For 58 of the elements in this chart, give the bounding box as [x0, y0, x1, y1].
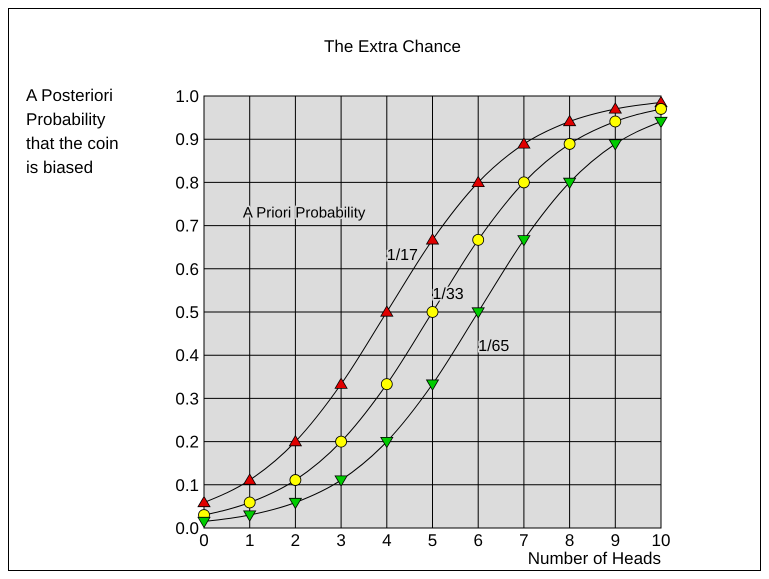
point	[289, 498, 302, 509]
point	[472, 234, 484, 246]
y-tick-label: 0.0	[175, 519, 199, 538]
point	[563, 115, 576, 126]
y-tick-label: 1.0	[175, 87, 199, 106]
x-axis-title: Number of Heads	[528, 549, 661, 568]
x-tick-label: 2	[290, 531, 300, 550]
point	[244, 496, 256, 508]
x-tick-label: 3	[336, 531, 346, 550]
point	[334, 378, 348, 389]
y-axis-title: A Posteriori Probability that the coin is biased	[26, 86, 119, 177]
point	[472, 307, 485, 318]
y-tick-label: 0.1	[175, 476, 199, 495]
point	[334, 475, 348, 486]
point	[198, 516, 210, 528]
point	[608, 139, 622, 150]
point	[426, 306, 438, 318]
point	[335, 436, 347, 448]
point	[426, 233, 439, 244]
x-tick-label: 7	[519, 531, 529, 550]
point	[243, 510, 256, 522]
point	[289, 435, 302, 446]
point	[563, 178, 576, 189]
point	[426, 380, 439, 391]
x-tick-label: 0	[199, 531, 209, 550]
point	[472, 176, 485, 187]
y-tick-label: 0.2	[175, 432, 199, 452]
x-tick-label: 9	[610, 531, 620, 550]
y-tick-label: 0.8	[175, 173, 199, 192]
point	[290, 474, 302, 486]
series-label: 1/17	[386, 247, 418, 264]
point	[243, 474, 256, 485]
series-label: 1/65	[478, 338, 510, 355]
point	[654, 116, 668, 128]
y-tick-label: 0.9	[175, 130, 199, 150]
point	[564, 138, 576, 150]
x-tick-label: 4	[382, 531, 392, 550]
x-tick-label: 5	[428, 531, 438, 550]
x-tick-label: 8	[564, 531, 574, 550]
point	[518, 138, 530, 149]
point	[380, 437, 394, 448]
point	[518, 176, 530, 188]
point	[609, 116, 622, 128]
x-tick-label: 6	[473, 531, 483, 550]
point	[198, 496, 210, 508]
y-tick-label: 0.5	[175, 303, 199, 322]
chart-title: The Extra Chance	[324, 37, 462, 56]
x-tick-label: 1	[244, 531, 254, 550]
point	[380, 378, 393, 390]
y-tick-label: 0.3	[175, 389, 199, 408]
point	[518, 235, 530, 246]
point	[608, 102, 622, 114]
y-tick-label: 0.4	[175, 346, 199, 366]
y-tick-label: 0.7	[175, 216, 199, 236]
x-tick-label: 10	[652, 531, 670, 550]
y-tick-label: 0.6	[175, 260, 199, 279]
point	[380, 306, 394, 317]
point	[655, 103, 667, 115]
